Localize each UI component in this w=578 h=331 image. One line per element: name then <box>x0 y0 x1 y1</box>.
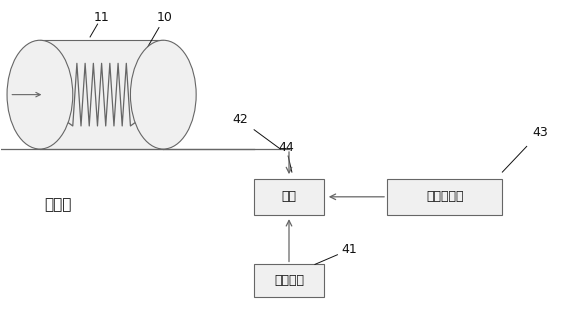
Ellipse shape <box>131 40 196 149</box>
Bar <box>254 179 324 215</box>
Text: 水箱: 水箱 <box>281 190 297 203</box>
Text: 外部蒸汽源: 外部蒸汽源 <box>426 190 464 203</box>
Text: 42: 42 <box>232 113 248 126</box>
Text: 44: 44 <box>278 141 294 154</box>
Text: 制气罐: 制气罐 <box>45 198 72 213</box>
Text: 11: 11 <box>94 11 109 24</box>
Text: 43: 43 <box>532 126 548 139</box>
Bar <box>254 264 324 297</box>
Text: 41: 41 <box>342 243 357 256</box>
Ellipse shape <box>7 40 73 149</box>
Bar <box>387 179 502 215</box>
Text: 电加热器: 电加热器 <box>274 274 304 287</box>
Bar <box>40 40 164 149</box>
Text: 10: 10 <box>157 11 173 24</box>
